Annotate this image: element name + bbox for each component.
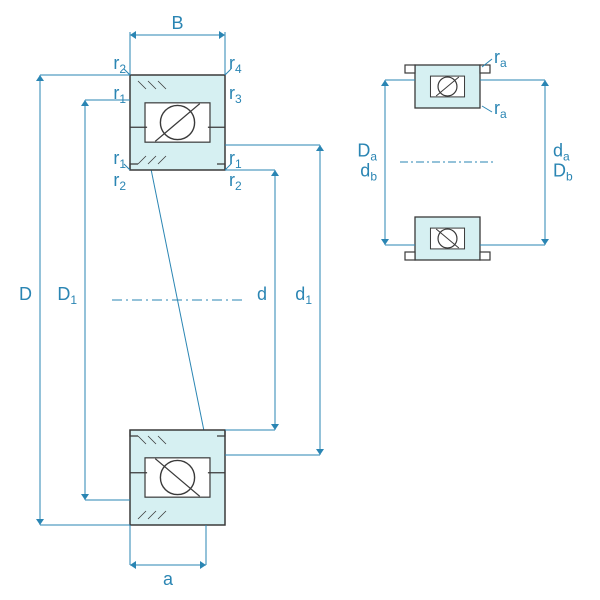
svg-text:a: a [163,569,174,589]
svg-text:r3: r3 [229,83,242,106]
svg-text:d1: d1 [295,284,312,307]
svg-text:D: D [19,284,32,304]
svg-text:r2: r2 [113,170,126,193]
svg-text:r1: r1 [229,148,242,171]
svg-text:d: d [257,284,267,304]
svg-text:Db: Db [553,161,573,184]
svg-text:D1: D1 [57,284,77,307]
svg-text:r4: r4 [229,53,242,76]
svg-text:r2: r2 [229,170,242,193]
svg-text:r2: r2 [113,53,126,76]
svg-text:B: B [171,13,183,33]
svg-text:r1: r1 [113,83,126,106]
svg-text:ra: ra [494,47,507,70]
svg-text:r1: r1 [113,148,126,171]
svg-text:ra: ra [494,98,507,121]
svg-text:db: db [360,161,377,184]
